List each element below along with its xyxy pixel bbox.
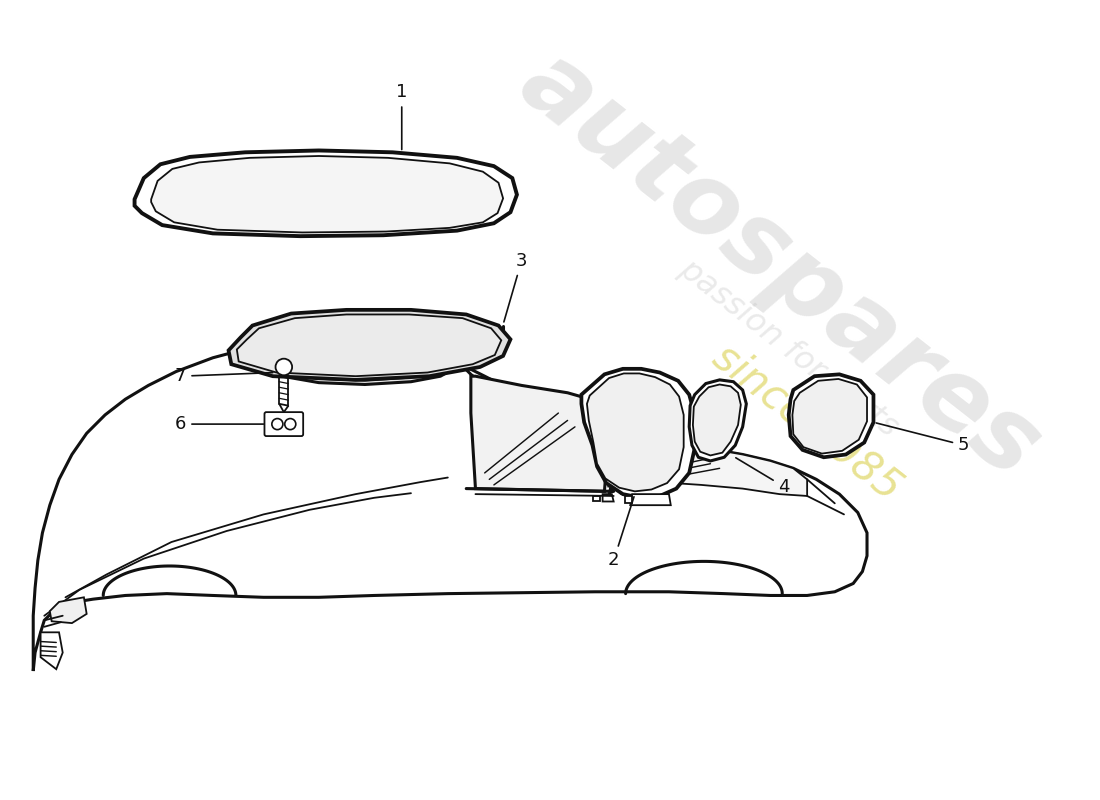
Polygon shape bbox=[630, 494, 671, 505]
Polygon shape bbox=[587, 374, 684, 491]
Text: 2: 2 bbox=[608, 497, 634, 570]
Polygon shape bbox=[471, 376, 609, 491]
Polygon shape bbox=[236, 314, 502, 376]
Text: 3: 3 bbox=[504, 252, 527, 322]
Polygon shape bbox=[265, 341, 449, 381]
Polygon shape bbox=[693, 385, 740, 455]
Text: autospares: autospares bbox=[502, 34, 1058, 498]
Polygon shape bbox=[41, 632, 63, 669]
Polygon shape bbox=[621, 434, 807, 496]
Polygon shape bbox=[603, 494, 614, 502]
Polygon shape bbox=[789, 374, 873, 458]
Text: 4: 4 bbox=[736, 458, 790, 496]
Text: 7: 7 bbox=[175, 367, 273, 385]
Polygon shape bbox=[151, 156, 503, 233]
Polygon shape bbox=[50, 598, 87, 623]
Polygon shape bbox=[625, 496, 632, 503]
FancyBboxPatch shape bbox=[264, 412, 304, 436]
Polygon shape bbox=[582, 369, 695, 498]
Text: 5: 5 bbox=[877, 423, 969, 454]
Circle shape bbox=[275, 358, 293, 375]
Text: passion for parts: passion for parts bbox=[673, 254, 904, 443]
Polygon shape bbox=[134, 150, 517, 236]
Polygon shape bbox=[229, 310, 510, 380]
Polygon shape bbox=[279, 404, 288, 412]
Polygon shape bbox=[690, 380, 746, 461]
Text: 6: 6 bbox=[175, 415, 264, 433]
Text: since 1985: since 1985 bbox=[705, 336, 910, 509]
Polygon shape bbox=[593, 496, 600, 502]
Text: 1: 1 bbox=[396, 83, 407, 150]
Polygon shape bbox=[792, 379, 867, 454]
Polygon shape bbox=[33, 336, 867, 671]
Polygon shape bbox=[256, 337, 459, 385]
